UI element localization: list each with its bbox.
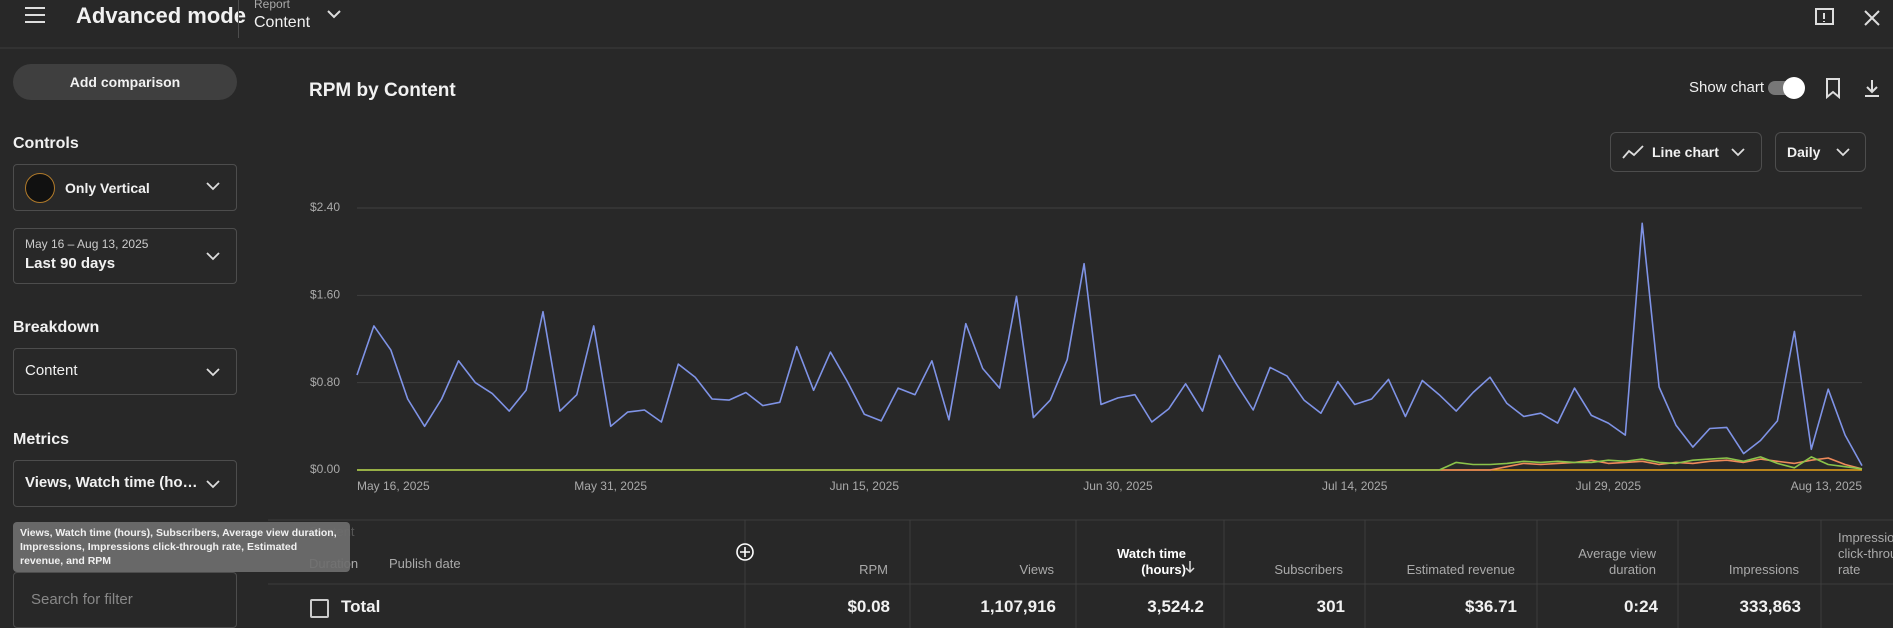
metrics-dropdown[interactable] <box>13 460 237 507</box>
toggle-knob <box>1783 77 1805 99</box>
y-tick-label: $1.60 <box>310 288 340 302</box>
interval-value: Daily <box>1787 144 1821 160</box>
bookmark-button[interactable] <box>1824 77 1842 99</box>
report-label: Report <box>254 0 291 11</box>
total-value: $0.08 <box>847 597 890 616</box>
total-value: 3,524.2 <box>1147 597 1204 616</box>
chart-type-value: Line chart <box>1652 144 1719 160</box>
controls-label: Controls <box>13 135 79 152</box>
column-header[interactable]: Impressions <box>1728 562 1799 577</box>
series-line <box>357 456 1863 471</box>
metrics-label: Metrics <box>13 431 70 448</box>
x-tick-label: May 31, 2025 <box>574 479 647 493</box>
report-value[interactable]: Content <box>254 14 311 31</box>
checkbox[interactable] <box>310 599 329 618</box>
feedback-button[interactable] <box>1814 7 1836 29</box>
x-tick-label: Jul 14, 2025 <box>1322 479 1388 493</box>
column-header[interactable]: Impressions click-through rate <box>1838 530 1893 577</box>
column-header[interactable]: RPM <box>859 562 888 577</box>
breakdown-label: Breakdown <box>13 319 100 336</box>
sort-arrow[interactable] <box>1184 560 1196 574</box>
date-preset: Last 90 days <box>25 255 116 272</box>
chevron <box>206 252 220 261</box>
channel-avatar <box>25 173 55 203</box>
total-value: 333,863 <box>1739 597 1801 616</box>
channel-name: Only Vertical <box>65 180 150 196</box>
total-value: 301 <box>1316 597 1345 616</box>
interval-dropdown[interactable] <box>1775 132 1866 172</box>
metrics-value: Views, Watch time (ho… <box>25 474 198 491</box>
report-chevron[interactable] <box>326 8 342 20</box>
chevron <box>1731 148 1745 157</box>
metrics-tooltip: Views, Watch time (hours), Subscribers, … <box>13 522 350 572</box>
chart-type-dropdown[interactable] <box>1610 132 1762 172</box>
column-header[interactable]: Estimated revenue <box>1406 562 1515 577</box>
x-tick-label: May 16, 2025 <box>357 479 430 493</box>
chevron <box>1836 148 1850 157</box>
app-title: Advanced mode <box>76 3 246 28</box>
divider <box>238 0 239 38</box>
menu-button[interactable] <box>23 5 47 25</box>
channel-dropdown[interactable] <box>13 164 237 211</box>
add-column-button[interactable] <box>735 542 755 562</box>
date-dropdown[interactable] <box>13 228 237 284</box>
column-header[interactable]: Subscribers <box>1274 562 1343 577</box>
search-placeholder: Search for filter <box>31 591 133 608</box>
total-value: 1,107,916 <box>980 597 1056 616</box>
close-button[interactable] <box>1862 8 1882 28</box>
column-header[interactable]: Average view duration <box>1578 546 1656 577</box>
show-chart-label: Show chart <box>1689 79 1765 96</box>
x-tick-label: Jun 30, 2025 <box>1083 479 1153 493</box>
download-button[interactable] <box>1862 78 1882 98</box>
chevron <box>206 368 220 377</box>
breakdown-value: Content <box>25 362 78 379</box>
chevron <box>206 182 220 191</box>
breakdown-dropdown[interactable] <box>13 348 237 395</box>
column-header[interactable]: Views <box>1019 562 1054 577</box>
date-range: May 16 – Aug 13, 2025 <box>25 237 149 251</box>
y-tick-label: $0.00 <box>310 462 340 476</box>
add-comparison-button[interactable]: Add comparison <box>13 64 237 100</box>
column-header[interactable]: Watch time (hours) <box>1117 546 1186 577</box>
y-tick-label: $2.40 <box>310 200 340 214</box>
x-tick-label: Jul 29, 2025 <box>1576 479 1642 493</box>
chevron <box>206 480 220 489</box>
column-header[interactable]: Publish date <box>389 556 461 571</box>
chart-title: RPM by Content <box>309 80 456 101</box>
total-value: $36.71 <box>1465 597 1517 616</box>
total-value: 0:24 <box>1623 597 1658 616</box>
x-tick-label: Jun 15, 2025 <box>830 479 900 493</box>
series-line <box>356 222 1863 466</box>
x-tick-label: Aug 13, 2025 <box>1791 479 1863 493</box>
total-label: Total <box>341 597 381 616</box>
y-tick-label: $0.80 <box>310 375 340 389</box>
line-chart-icon <box>1622 145 1644 159</box>
